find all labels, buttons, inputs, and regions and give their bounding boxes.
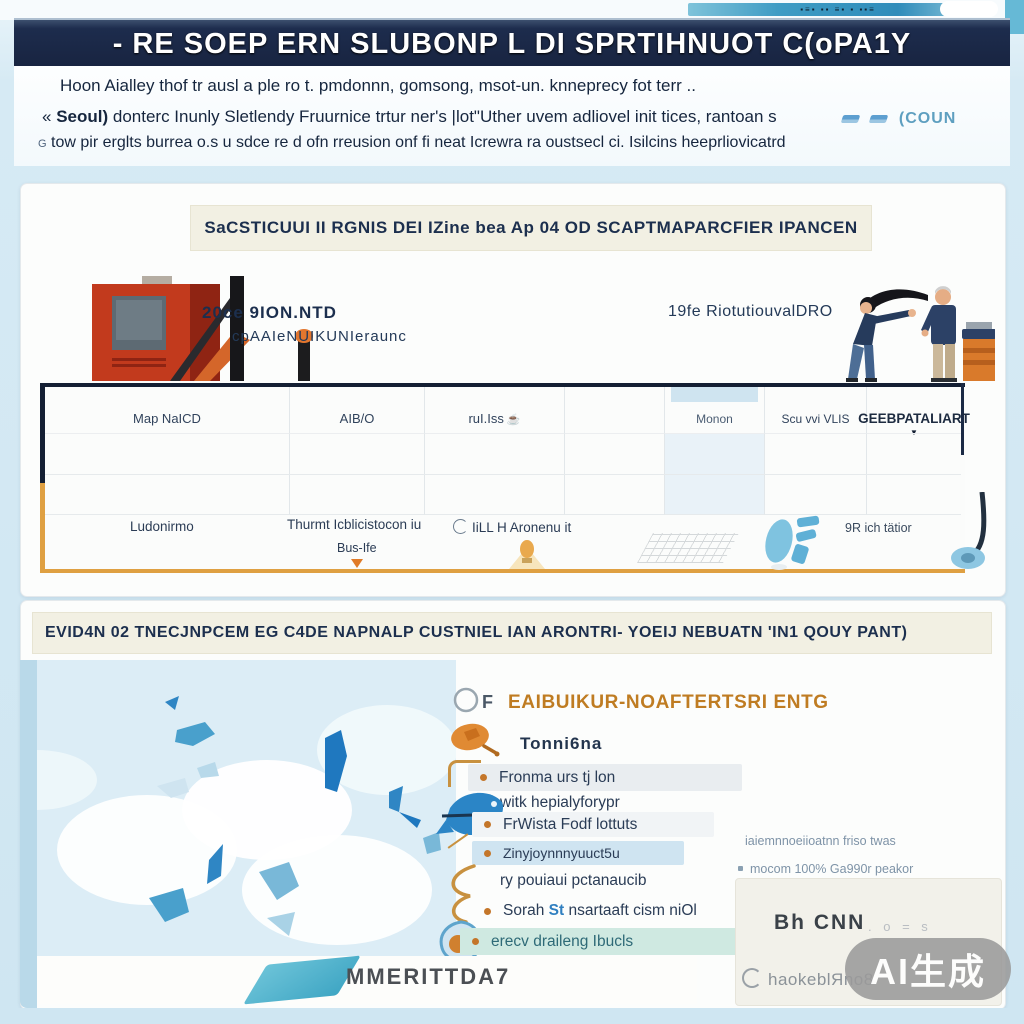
machine-illustration bbox=[92, 276, 313, 381]
ai-watermark: AI生成 bbox=[845, 938, 1011, 1000]
building-sketch bbox=[637, 533, 739, 563]
note-line: iaiemnnoeiioatnn friso twas bbox=[745, 834, 896, 848]
page-header: - RE SOEP ERN SLUBONP L DI SPRTIHNUOT C(… bbox=[14, 18, 1010, 68]
list-item: Sorah St nsartaaft cism niOl bbox=[472, 898, 744, 924]
intro-line2-rest: donterc Inunly Sletlendy Fruurnice trtur… bbox=[108, 107, 777, 126]
machine-label-line1: 20ce 9ION.NTD bbox=[202, 303, 337, 322]
cloud-icon bbox=[940, 1, 998, 17]
intro-line2-bold: Seoul) bbox=[56, 107, 109, 126]
inline-badge: St bbox=[548, 902, 565, 919]
orange-lens-icon bbox=[451, 723, 500, 757]
left-accent-strip bbox=[20, 660, 37, 1008]
coun-badge: (COUN bbox=[898, 110, 957, 127]
bullet-icon bbox=[472, 938, 479, 945]
people-illustration bbox=[846, 286, 995, 382]
table-header-row: Map NaICD AIB/O ruI.Iss ☕ Monon Scu vvi V… bbox=[45, 387, 970, 437]
footer-band bbox=[37, 956, 697, 1004]
cup-icon: ☕ bbox=[506, 414, 521, 426]
highlight-cell bbox=[671, 387, 758, 402]
caret-down-icon: ▼ bbox=[910, 428, 918, 437]
intro-flags: (COUN bbox=[840, 110, 957, 128]
list-heading: EAIBUIKUR-NOAFTERTSRI ENTG bbox=[508, 692, 829, 713]
bottom-strip bbox=[0, 1008, 1024, 1024]
panel-dots: . o = s bbox=[868, 919, 932, 934]
hook-icon bbox=[951, 492, 987, 569]
intro-line-1: Hoon Aialley thof tr ausl a ple ro t. pm… bbox=[60, 76, 696, 95]
note-line: mocom 100% Ga990r peakor bbox=[738, 862, 913, 876]
column-header: GEEBPATALIART ▼ bbox=[858, 411, 970, 437]
brand-icon bbox=[742, 968, 762, 988]
bullet-icon bbox=[484, 849, 491, 857]
intro-line3-text: tow pir erglts burrea o.s u sdce re d of… bbox=[51, 134, 786, 151]
magnifier-icon: F bbox=[453, 687, 493, 713]
row-sublabel: Bus-Ife bbox=[337, 541, 377, 555]
intro-bullet-3: G bbox=[38, 138, 47, 150]
table-bottom-row: Ludonirmo Thurmt Icblicistocon iu Bus-If… bbox=[45, 515, 961, 570]
list-item-subline: ry pouiaui pctanaucib bbox=[500, 872, 647, 889]
list-subheading: Tonni6na bbox=[520, 734, 603, 753]
page-title: - RE SOEP ERN SLUBONP L DI SPRTIHNUOT C(… bbox=[112, 27, 912, 60]
bracket-icon bbox=[448, 760, 481, 787]
table-cell bbox=[867, 433, 961, 515]
intro-block: Hoon Aialley thof tr ausl a ple ro t. pm… bbox=[14, 66, 1010, 166]
row-label: IiLL H Aronenu it bbox=[453, 519, 571, 535]
bullet-icon bbox=[480, 774, 487, 781]
svg-text:F: F bbox=[482, 692, 493, 712]
row-label: Thurmt Icblicistocon iu bbox=[287, 517, 422, 532]
map-illustration bbox=[37, 660, 456, 960]
right-label: 19fe RiotutiouvalDRO bbox=[668, 303, 833, 320]
bullet-icon bbox=[484, 821, 491, 828]
strip-glyphs: ▪≡▪ ▪▪ ≡▪ ▪ ▪▪≡ bbox=[800, 5, 876, 14]
logo-text: Bh CNN bbox=[774, 911, 866, 934]
flag-icon bbox=[869, 115, 889, 123]
flag-icon bbox=[840, 115, 861, 123]
row-label: Ludonirmo bbox=[130, 519, 194, 534]
note-bullet-icon bbox=[738, 866, 743, 871]
list-item: Fronma urs tj lon bbox=[468, 764, 742, 791]
top-toolbar-strip: ▪≡▪ ▪▪ ≡▪ ▪ ▪▪≡ bbox=[688, 3, 988, 16]
section1-title-bar: SaCSTICUUI II RGNIS DEI IZine bea Ap 04 … bbox=[190, 205, 872, 251]
lamp-icon bbox=[509, 540, 545, 569]
row-label: 9R ich tätior bbox=[845, 521, 912, 535]
list-item: FrWista Fodf lottuts bbox=[472, 812, 714, 837]
column-header: Monon bbox=[665, 387, 765, 433]
section2-title: EVID4N 02 TNECJNPCEM EG C4DE NAPNALP CUS… bbox=[45, 624, 908, 641]
list-item: erecv draileng Ibucls bbox=[460, 928, 744, 955]
swirl-icon bbox=[451, 864, 476, 924]
intro-line-2: « Seoul) donterc Inunly Sletlendy Fruurn… bbox=[42, 107, 777, 127]
leaf-chart-icon bbox=[765, 515, 820, 570]
footer-text: MMERITTDA7 bbox=[346, 964, 511, 989]
intro-line-3: G tow pir erglts burrea o.s u sdce re d … bbox=[38, 134, 786, 152]
section1-title: SaCSTICUUI II RGNIS DEI IZine bea Ap 04 … bbox=[204, 218, 858, 237]
list-item-subline: witk hepialyforypr bbox=[500, 794, 620, 811]
data-table: Map NaICD AIB/O ruI.Iss ☕ Monon Scu vvi V… bbox=[40, 383, 970, 573]
column-header: AIB/O bbox=[290, 387, 425, 433]
column-header: ruI.Iss ☕ bbox=[425, 387, 565, 433]
intro-bullet-2: « bbox=[42, 107, 52, 126]
list-item: Zinyjoynnnyuuct5u bbox=[472, 841, 684, 865]
bullet-icon bbox=[484, 907, 491, 915]
column-header: Map NaICD bbox=[45, 387, 290, 433]
section2-title-bar: EVID4N 02 TNECJNPCEM EG C4DE NAPNALP CUS… bbox=[32, 612, 992, 654]
machine-label-line2: cpAAIeNUIKUNIeraunc bbox=[232, 328, 407, 345]
column-header bbox=[565, 387, 665, 433]
marker-icon bbox=[351, 559, 363, 568]
column-header: Scu vvi VLIS bbox=[765, 387, 867, 433]
circle-icon bbox=[453, 519, 468, 534]
